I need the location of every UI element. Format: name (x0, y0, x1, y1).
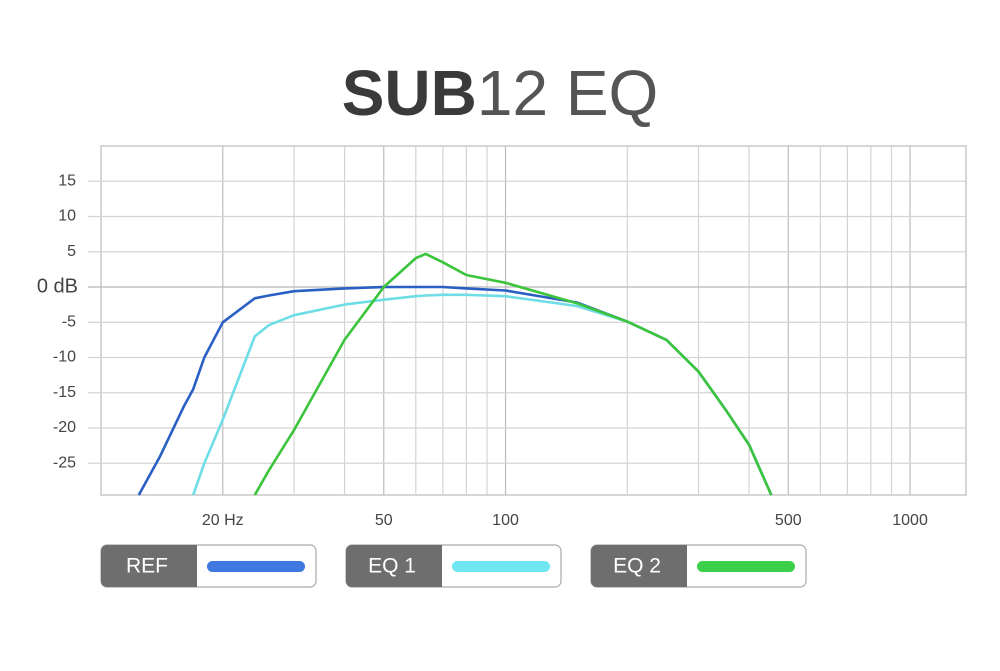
legend-label: REF (126, 555, 168, 578)
y-tick-label: 5 (67, 243, 76, 260)
chart-title: SUB12 EQ (342, 57, 659, 129)
y-tick-label: -15 (53, 384, 76, 401)
x-tick-label: 50 (375, 512, 393, 529)
y-tick-label: -10 (53, 349, 76, 366)
series-line (253, 252, 773, 496)
x-tick-label: 1000 (892, 512, 928, 529)
title-bold: SUB (342, 57, 477, 129)
legend-label: EQ 1 (368, 555, 416, 578)
legend-item: EQ 2 (590, 544, 807, 588)
legend-label-bg (346, 545, 442, 587)
y-tick-label: 0 dB (37, 275, 78, 297)
legend-swatch (207, 561, 305, 572)
legend-label-bg (101, 545, 197, 587)
series-line (191, 293, 773, 496)
x-tick-label: 100 (492, 512, 519, 529)
y-tick-label: -20 (53, 419, 76, 436)
y-tick-label: -5 (62, 313, 76, 330)
x-tick-label: 20 Hz (202, 512, 244, 529)
legend-label: EQ 2 (613, 555, 661, 578)
legend-swatch (697, 561, 795, 572)
legend-label-bg (591, 545, 687, 587)
title-light: 12 EQ (477, 57, 658, 129)
legend-swatch (452, 561, 550, 572)
y-tick-label: 15 (58, 172, 76, 189)
legend-item: REF (100, 544, 317, 588)
y-tick-label: -25 (53, 454, 76, 471)
y-tick-label: 10 (58, 208, 76, 225)
legend-item: EQ 1 (345, 544, 562, 588)
x-tick-label: 500 (775, 512, 802, 529)
plot-frame (100, 145, 967, 496)
